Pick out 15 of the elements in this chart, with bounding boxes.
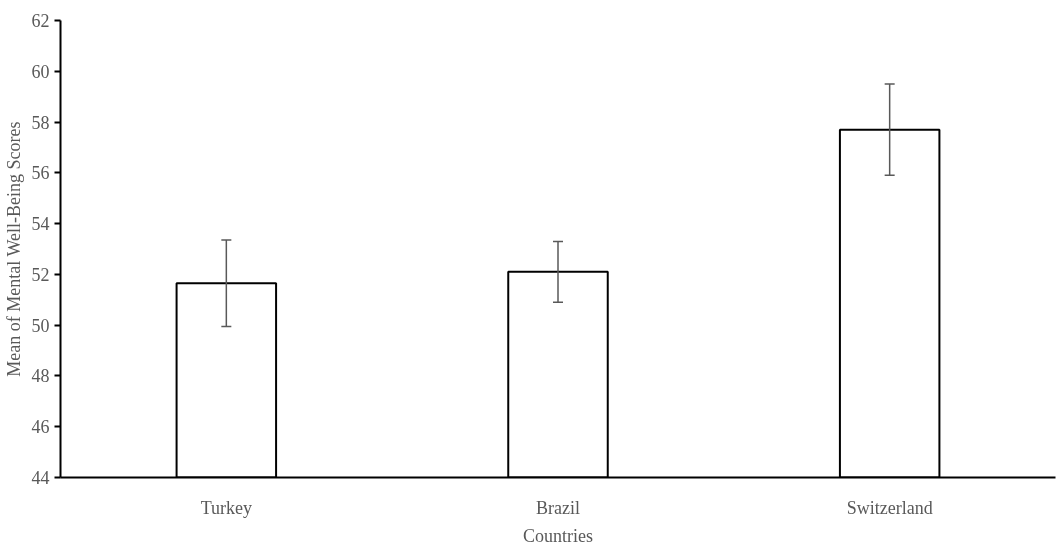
y-tick-label: 46 [31, 417, 50, 438]
y-tick-label: 44 [31, 468, 50, 488]
x-axis-title: Countries [523, 525, 593, 546]
x-tick-label: Switzerland [846, 497, 933, 518]
y-tick-label: 58 [31, 112, 50, 133]
x-tick-label: Brazil [536, 497, 580, 518]
x-tick-label: Turkey [200, 497, 253, 518]
y-tick-label: 56 [31, 163, 50, 184]
y-axis-title: Mean of Mental Well-Being Scores [3, 121, 24, 377]
y-tick-label: 52 [31, 264, 50, 285]
y-tick-label: 48 [31, 366, 50, 387]
y-tick-label: 62 [31, 11, 50, 31]
y-tick-label: 50 [31, 315, 50, 336]
y-tick-label: 60 [31, 61, 50, 82]
y-tick-label: 54 [31, 214, 50, 235]
